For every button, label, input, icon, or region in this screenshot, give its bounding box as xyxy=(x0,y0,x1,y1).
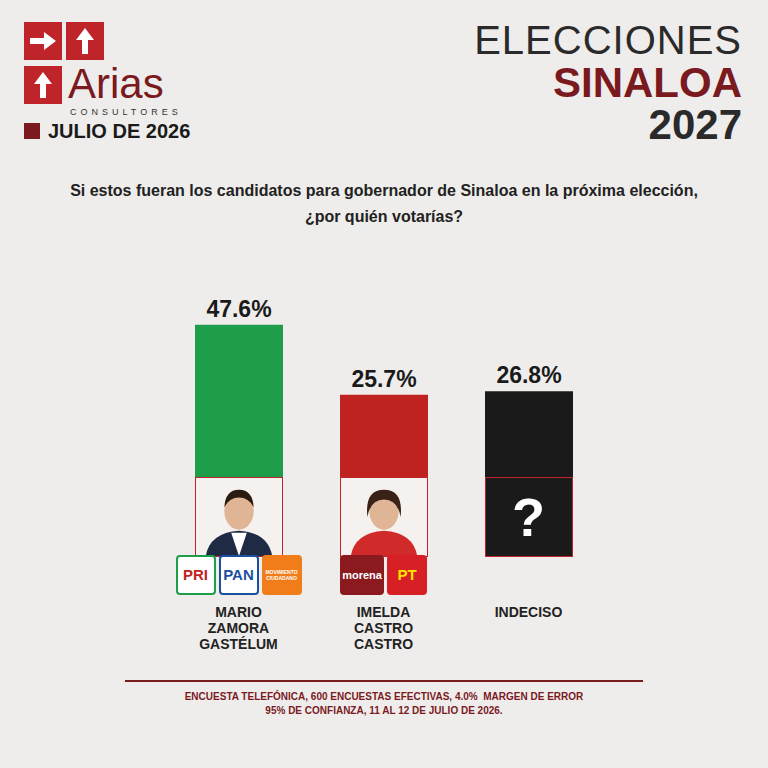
html-text:CONSULTORES: CONSULTORES xyxy=(70,107,182,117)
html-text:CASTRO: CASTRO xyxy=(353,636,414,652)
html-text:GASTÉLUM: GASTÉLUM xyxy=(199,636,278,652)
html-text:Arias: Arias xyxy=(68,60,164,107)
html-text:IMELDA: IMELDA xyxy=(356,604,411,620)
html-text:INDECISO: INDECISO xyxy=(494,604,563,620)
html-text:ELECCIONES: ELECCIONES xyxy=(474,18,742,62)
html-text:MOVIMIENTO CIUDADANO: MOVIMIENTO CIUDADANO xyxy=(265,569,298,581)
html-text:PAN: PAN xyxy=(223,566,254,583)
html-text:ENCUESTA TELEFÓNICA, 600 ENCUE: ENCUESTA TELEFÓNICA, 600 ENCUESTAS EFECT… xyxy=(184,691,584,702)
html-text:PRI: PRI xyxy=(183,566,208,583)
html-text:morena: morena xyxy=(342,569,382,581)
html-text:ZAMORA: ZAMORA xyxy=(207,620,270,636)
html-text:JULIO DE 2026: JULIO DE 2026 xyxy=(48,120,191,142)
svg-text:25.7%: 25.7% xyxy=(351,366,416,392)
svg-text:47.6%: 47.6% xyxy=(206,296,271,322)
html-text:Si estos fueran los candidatos: Si estos fueran los candidatos para gobe… xyxy=(70,182,698,225)
html-text:CASTRO: CASTRO xyxy=(353,620,414,636)
svg-text:26.8%: 26.8% xyxy=(496,362,561,388)
html-text:PT: PT xyxy=(397,566,417,583)
html-text:MARIO: MARIO xyxy=(215,604,262,620)
html-text:95% DE CONFIANZA, 11 AL 12 DE: 95% DE CONFIANZA, 11 AL 12 DE JULIO DE 2… xyxy=(265,705,503,716)
html-text:SINALOA: SINALOA xyxy=(553,59,742,106)
html-text:2027: 2027 xyxy=(648,101,742,148)
